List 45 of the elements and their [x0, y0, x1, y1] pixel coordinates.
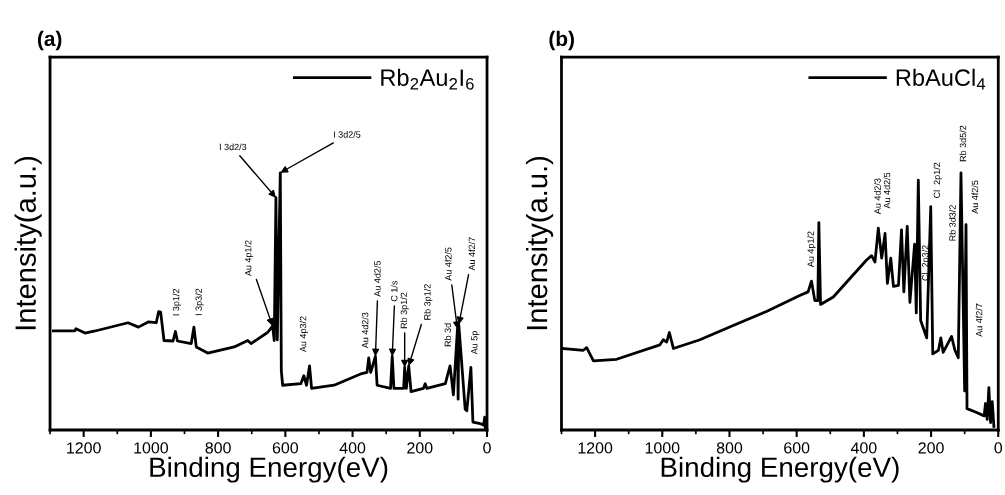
x-tick-label: 400: [850, 442, 877, 454]
x-tick-label: 200: [918, 442, 944, 454]
annotation: Au 5p: [471, 331, 480, 355]
annotation: C 1/s: [390, 280, 398, 302]
x-tick-label: 800: [205, 442, 231, 454]
annotation: I 3d2/3: [219, 143, 247, 151]
annotation: Au 4f2/7: [975, 303, 983, 337]
x-axis-title: Binding Energy(eV): [661, 456, 899, 483]
annotation: Cl 2p1/2: [933, 162, 942, 198]
x-tick-label: 0: [994, 442, 1003, 454]
annotation: Rb 3p1/2: [423, 284, 433, 320]
annotation: Au 4f2/5: [971, 180, 979, 214]
chart-title: (b): [549, 30, 574, 51]
x-tick-label: 1200: [67, 442, 101, 454]
annotation: Au 4d2/3: [361, 312, 369, 349]
x-tick-label: 600: [784, 442, 810, 454]
annotation: Au 4p1/2: [807, 231, 816, 268]
x-tick-label: 1000: [645, 442, 680, 454]
x-tick-label: 800: [716, 442, 743, 454]
x-tick-label: 400: [339, 442, 366, 454]
x-tick-label: 600: [272, 442, 299, 454]
y-axis-title: Intensity(a.u.): [525, 156, 554, 330]
annotation: Rb 3d: [444, 323, 451, 347]
x-tick-label: 1200: [578, 442, 613, 454]
annotation: I 3d2/5: [334, 131, 361, 138]
x-axis-title: Binding Energy(eV): [150, 456, 388, 483]
annotation: Rb 3d5/2: [959, 125, 967, 162]
x-tick-label: 200: [407, 442, 433, 454]
legend-label: Rb$_{2}$Au$_{2}$I$_{6}$: [381, 68, 474, 90]
annotation: Au 4f2/7: [468, 237, 476, 271]
annotation: I 3p1/2: [172, 288, 182, 316]
annotation: Au 4p3/2: [299, 316, 309, 353]
legend-label: RbAuCl$_{4}$: [896, 68, 986, 90]
annotation: Rb 3p1/2: [400, 292, 409, 329]
annotation: I 3p3/2: [195, 288, 204, 316]
annotation: Au 4f2/5: [444, 247, 452, 281]
chart-title: (a): [37, 30, 62, 51]
annotation: Au 4p1/2: [244, 240, 254, 277]
x-tick-label: 1000: [134, 442, 169, 454]
annotation: Au 4d2/5: [883, 172, 891, 209]
annotation: Au 4d2/3: [874, 178, 881, 215]
annotation: Au 4d2/5: [374, 260, 381, 297]
y-axis-title: Intensity(a.u.): [14, 156, 42, 330]
x-tick-label: 0: [483, 442, 491, 454]
annotation: Rb 3d3/2: [949, 205, 956, 241]
